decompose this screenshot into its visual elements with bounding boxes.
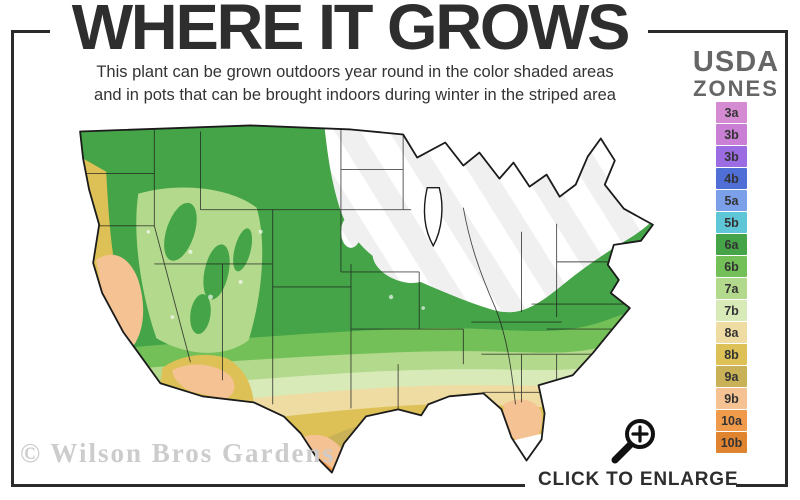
zone-south-texas-9b bbox=[302, 434, 344, 473]
zone-chip: 10b bbox=[716, 432, 747, 453]
zone-chip: 9a bbox=[716, 366, 747, 387]
zone-chip: 7b bbox=[716, 300, 747, 321]
zone-chip-label: 3a bbox=[724, 105, 739, 120]
zone-chip-label: 3b bbox=[724, 127, 739, 142]
usa-hardiness-map[interactable] bbox=[50, 111, 672, 483]
frame-bottom-right bbox=[736, 484, 788, 487]
zone-chip: 9b bbox=[716, 388, 747, 409]
rockies-nonhardy-patch bbox=[372, 242, 437, 284]
frame-top-right bbox=[648, 30, 788, 33]
zone-chip-label: 5b bbox=[724, 215, 739, 230]
zone-chip: 10a bbox=[716, 410, 747, 431]
zone-chip: 6b bbox=[716, 256, 747, 277]
zoom-in-icon[interactable] bbox=[604, 415, 662, 471]
zone-chip: 7a bbox=[716, 278, 747, 299]
zone-chip-label: 9b bbox=[724, 391, 739, 406]
usa-map-svg bbox=[79, 124, 654, 474]
zone-chip-label: 10a bbox=[721, 413, 742, 428]
zone-chip-label: 7a bbox=[724, 281, 739, 296]
zone-chip-label: 9a bbox=[724, 369, 739, 384]
click-to-enlarge-label[interactable]: CLICK TO ENLARGE bbox=[538, 469, 739, 490]
subtitle-line-1: This plant can be grown outdoors year ro… bbox=[96, 63, 614, 81]
zone-chip-label: 6b bbox=[724, 259, 739, 274]
zone-chip: 4b bbox=[716, 168, 747, 189]
legend-title: USDA ZONES bbox=[678, 46, 794, 102]
lake-michigan bbox=[423, 186, 443, 248]
zone-chip-label: 4b bbox=[724, 171, 739, 186]
arizona-south-9b bbox=[172, 364, 235, 400]
usda-zone-legend: 3a 3b 3b 4b 5a 5b 6a 6b 7a 7b 8a 8b 9a 9… bbox=[716, 102, 747, 453]
zone-chip: 8b bbox=[716, 344, 747, 365]
zone-florida-9b bbox=[503, 399, 542, 445]
zone-chip: 6a bbox=[716, 234, 747, 255]
legend-title-usda: USDA bbox=[692, 46, 780, 78]
zone-chip: 3b bbox=[716, 146, 747, 167]
watermark: © Wilson Bros Gardens bbox=[20, 438, 335, 468]
zone-chip-label: 10b bbox=[720, 435, 743, 450]
us-outline bbox=[79, 124, 654, 474]
frame-left bbox=[11, 30, 14, 487]
terrain-speckles bbox=[146, 229, 426, 319]
subtitle-line-2: and in pots that can be brought indoors … bbox=[94, 85, 616, 104]
zone-chip-label: 8a bbox=[724, 325, 739, 340]
basin-green-streaks bbox=[164, 202, 253, 334]
frame-top-left bbox=[11, 30, 50, 33]
zone-chip: 5a bbox=[716, 190, 747, 211]
page-title: WHERE IT GROWS bbox=[71, 0, 631, 64]
rockies-patch-small bbox=[340, 215, 361, 248]
zone-chip-label: 6a bbox=[724, 237, 739, 252]
subtitle: This plant can be grown outdoors year ro… bbox=[55, 61, 655, 107]
zone-chip: 5b bbox=[716, 212, 747, 233]
state-borders bbox=[80, 127, 627, 411]
zone-chip-label: 3b bbox=[724, 149, 739, 164]
california-valley-9b bbox=[96, 254, 144, 347]
zone-chip: 3b bbox=[716, 124, 747, 145]
zone-chip-label: 8b bbox=[724, 347, 739, 362]
zone-chip-label: 5a bbox=[724, 193, 739, 208]
legend-title-zones: ZONES bbox=[693, 76, 779, 101]
zone-chip-label: 7b bbox=[724, 303, 739, 318]
frame-bottom-left bbox=[11, 484, 525, 487]
zone-chip: 3a bbox=[716, 102, 747, 123]
zone-chip: 8a bbox=[716, 322, 747, 343]
frame-right bbox=[785, 30, 788, 487]
